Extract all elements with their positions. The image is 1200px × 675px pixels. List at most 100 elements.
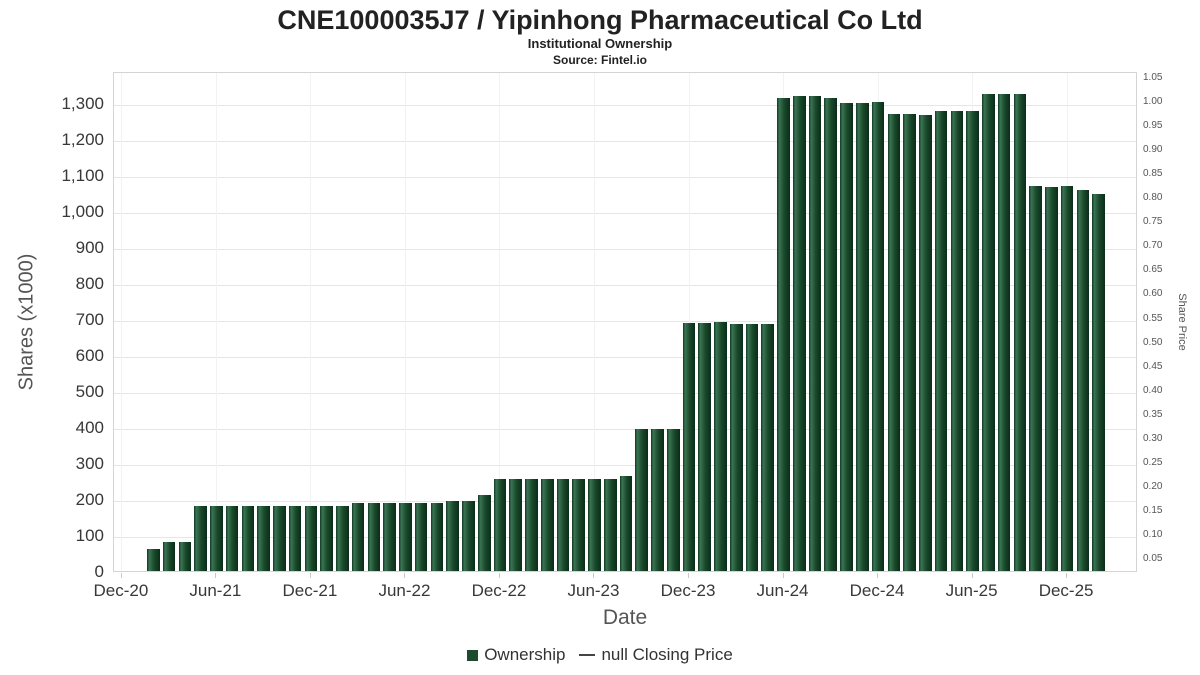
ownership-bar[interactable] — [351, 502, 365, 571]
ownership-bar[interactable] — [714, 322, 727, 571]
y-axis-left-tick-label: 200 — [75, 490, 104, 510]
ownership-bar[interactable] — [792, 96, 806, 571]
x-axis-tick-mark — [688, 573, 689, 578]
y-axis-right-tick-label: 0.05 — [1143, 553, 1163, 564]
ownership-bar[interactable] — [147, 549, 160, 571]
ownership-bar[interactable] — [871, 102, 885, 571]
ownership-bar[interactable] — [572, 478, 586, 571]
y-axis-left-tick-label: 1,100 — [61, 166, 104, 186]
ownership-bar[interactable] — [982, 94, 995, 571]
y-axis-right-tick-label: 0.35 — [1143, 408, 1163, 420]
ownership-bar[interactable] — [666, 428, 680, 571]
ownership-bar[interactable] — [698, 322, 712, 571]
ownership-bar[interactable] — [840, 103, 853, 571]
ownership-bar[interactable] — [509, 479, 522, 571]
ownership-bar[interactable] — [178, 542, 192, 571]
ownership-bar[interactable] — [1060, 186, 1074, 571]
ownership-bar[interactable] — [761, 324, 775, 571]
y-axis-right-tick-label: 0.75 — [1143, 216, 1163, 228]
ownership-bar[interactable] — [808, 96, 822, 571]
y-axis-right-tick-label: 1.00 — [1143, 96, 1163, 108]
y-axis-right-tick-label: 1.05 — [1143, 72, 1163, 83]
ownership-bar[interactable] — [603, 478, 617, 571]
ownership-bar[interactable] — [525, 479, 538, 571]
y-axis-left-tick-label: 700 — [75, 310, 104, 330]
ownership-bar[interactable] — [367, 502, 381, 571]
gridline-vertical — [121, 73, 123, 571]
ownership-bar[interactable] — [745, 324, 759, 571]
y-axis-right-tick-label: 0.25 — [1143, 456, 1163, 468]
ownership-bar[interactable] — [651, 428, 664, 571]
ownership-bar[interactable] — [619, 475, 633, 571]
y-axis-right-tick-label: 0.55 — [1143, 312, 1163, 324]
ownership-bar[interactable] — [241, 505, 255, 571]
gridline-horizontal — [114, 212, 1136, 214]
legend-item-ownership[interactable]: Ownership — [467, 645, 565, 665]
legend-item-closing-price[interactable]: null Closing Price — [579, 645, 733, 665]
ownership-bar[interactable] — [856, 102, 869, 571]
legend-label-closing-price: null Closing Price — [601, 645, 733, 664]
ownership-bar[interactable] — [950, 110, 964, 571]
y-axis-right-tick-label: 0.20 — [1143, 480, 1163, 492]
ownership-bar[interactable] — [887, 114, 901, 571]
y-axis-right-tick-label: 0.80 — [1143, 192, 1163, 204]
ownership-bar[interactable] — [556, 479, 570, 571]
y-axis-left-tick-label: 1,200 — [61, 130, 104, 150]
x-axis-tick-mark — [971, 573, 973, 578]
x-axis-tick-label: Jun-21 — [189, 581, 242, 600]
x-axis-tick-mark — [309, 573, 311, 578]
ownership-bar[interactable] — [919, 114, 932, 571]
y-axis-left-tick-label: 1,300 — [61, 94, 104, 114]
y-axis-right-tick-label: 0.85 — [1143, 168, 1163, 180]
ownership-bar[interactable] — [997, 94, 1011, 571]
x-axis-tick-mark — [404, 573, 406, 578]
ownership-bar[interactable] — [682, 322, 696, 571]
ownership-bar[interactable] — [1092, 194, 1105, 571]
y-axis-right-tick-label: 0.90 — [1143, 144, 1163, 156]
ownership-bar[interactable] — [446, 500, 459, 571]
ownership-bar[interactable] — [399, 502, 412, 571]
gridline-vertical — [688, 73, 690, 571]
ownership-bar[interactable] — [1045, 186, 1058, 571]
ownership-bar[interactable] — [1013, 94, 1027, 571]
y-axis-left-tick-label: 300 — [75, 454, 104, 474]
ownership-bar[interactable] — [777, 97, 790, 571]
gridline-horizontal — [114, 392, 1136, 394]
x-axis-tick-mark — [120, 573, 122, 578]
ownership-bar[interactable] — [540, 479, 554, 571]
y-axis-left-tick-label: 1,000 — [61, 202, 104, 222]
gridline-horizontal — [114, 104, 1136, 106]
ownership-bar[interactable] — [273, 505, 286, 571]
ownership-bar[interactable] — [430, 502, 444, 571]
ownership-bar[interactable] — [383, 502, 396, 571]
ownership-bar[interactable] — [477, 495, 491, 571]
ownership-bar[interactable] — [824, 97, 838, 571]
ownership-bar[interactable] — [493, 479, 507, 571]
y-axis-right-tick-label: 0.30 — [1143, 432, 1163, 444]
gridline-vertical — [215, 73, 217, 571]
y-axis-right-tick-label: 0.45 — [1143, 360, 1163, 372]
ownership-bar[interactable] — [729, 324, 743, 571]
chart-title: CNE1000035J7 / Yipinhong Pharmaceutical … — [277, 5, 923, 35]
ownership-bar[interactable] — [1029, 186, 1042, 571]
ownership-bar[interactable] — [966, 111, 979, 571]
ownership-bar[interactable] — [304, 505, 318, 571]
ownership-bar[interactable] — [903, 114, 916, 571]
ownership-bar[interactable] — [162, 542, 176, 571]
ownership-bar[interactable] — [934, 111, 948, 571]
ownership-bar[interactable] — [1076, 189, 1090, 571]
ownership-bar[interactable] — [635, 428, 649, 571]
ownership-bar[interactable] — [414, 502, 428, 571]
ownership-bar[interactable] — [257, 505, 270, 571]
closing-price-line-marker-icon — [579, 654, 596, 656]
y-axis-left-tick-label: 400 — [75, 418, 104, 438]
ownership-bar[interactable] — [225, 505, 239, 571]
ownership-bar[interactable] — [462, 500, 475, 571]
ownership-bar[interactable] — [288, 505, 302, 571]
ownership-bar[interactable] — [320, 505, 333, 571]
ownership-bar[interactable] — [194, 505, 207, 571]
ownership-bar[interactable] — [336, 505, 349, 571]
y-axis-left-tick-label: 600 — [75, 346, 104, 366]
ownership-bar[interactable] — [588, 478, 601, 571]
ownership-bar[interactable] — [210, 505, 223, 571]
